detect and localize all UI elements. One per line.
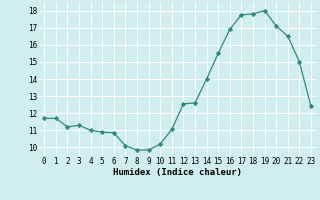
X-axis label: Humidex (Indice chaleur): Humidex (Indice chaleur) xyxy=(113,168,242,177)
